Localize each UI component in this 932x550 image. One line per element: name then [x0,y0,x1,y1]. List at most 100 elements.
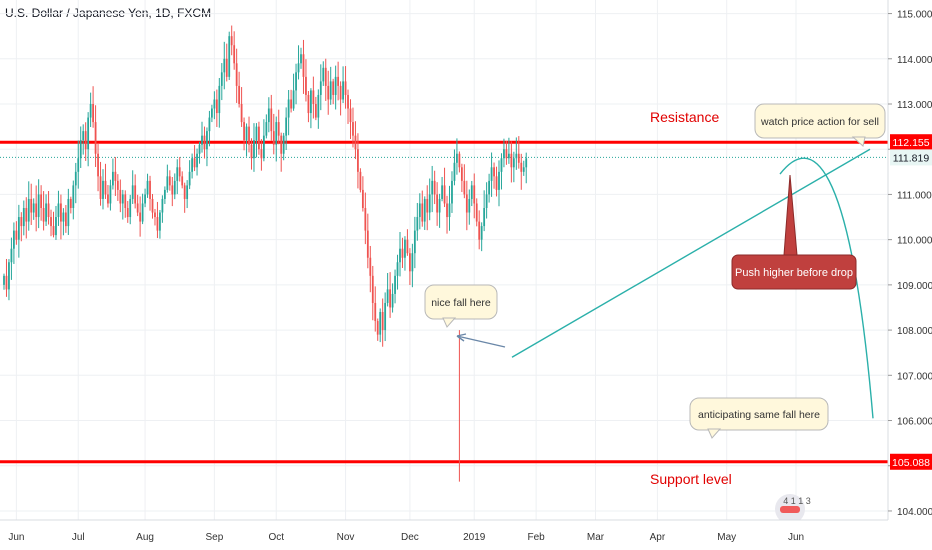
logo-text: 4 1 1 3 [783,496,811,506]
candle-body [357,149,359,172]
candle-body [203,135,206,150]
candle-body [267,108,270,123]
candle-body [161,198,164,213]
x-tick-label: Aug [136,532,154,543]
candle-body [176,167,179,181]
candle-body [512,158,515,168]
candle-body [480,226,483,240]
candle-body [473,185,476,204]
candle-body [411,253,414,272]
candle-body [178,167,181,177]
candle-body [82,131,85,141]
candle-body [438,198,441,213]
candle-body [27,198,30,222]
y-tick-label: 104.000 [897,507,932,518]
candle-body [329,81,332,100]
candle-body [151,198,154,213]
x-tick-label: Jun [788,532,804,543]
watch-bubble-text: watch price action for sell [760,116,879,128]
candle-body [144,194,146,204]
candle-body [79,140,82,159]
candle-body [72,185,75,208]
candle-body [401,248,404,258]
candle-body [119,189,122,204]
candle-body [493,167,495,177]
watch-bubble-tail [851,136,866,147]
candle-body [436,194,439,213]
candle-body [322,67,325,82]
candle-body [465,194,468,213]
candle-body [240,104,243,123]
candle-body [453,162,456,181]
candle-body [394,275,396,294]
candle-body [290,99,292,109]
candle-body [134,185,137,204]
candle-body [126,208,129,218]
candle-body [300,54,302,64]
candle-body [15,230,18,240]
candles [3,25,528,482]
candle-body [97,153,99,177]
candle-body [60,203,62,222]
x-tick-label: Jul [72,532,85,543]
candle-body [520,162,523,172]
rising-trendline [511,148,871,358]
candle-body [230,36,233,46]
candle-body [423,198,426,222]
x-tick-label: Feb [528,532,546,543]
tradingview-logo: 4 1 1 3 [775,494,811,524]
candle-body [409,253,411,272]
candle-body [84,131,87,150]
x-tick-label: Oct [268,532,284,543]
candle-body [181,176,184,186]
candle-body [3,275,5,285]
candle-body [292,90,295,109]
candle-body [270,108,273,132]
support-price-tag: 105.088 [890,453,932,470]
candle-body [490,167,493,181]
y-tick-label: 107.000 [897,371,932,382]
candle-body [406,239,409,254]
candle-body [448,203,451,218]
candle-body [379,312,382,335]
candle-body [277,122,280,136]
nice-fall-bubble-box [424,284,498,320]
y-tick-label: 111.000 [897,190,932,201]
trendlines [511,148,874,419]
candle-body [287,99,290,118]
candle-body [238,85,241,104]
support-price-tag-text: 105.088 [892,457,930,469]
candle-body [206,131,208,150]
candle-body [183,185,186,199]
candle-body [285,117,288,136]
candle-body [327,85,330,100]
candle-body [488,180,490,195]
candle-body [107,194,109,204]
candle-body [129,198,132,218]
candle-body [213,99,216,109]
candle-body [337,76,340,86]
candle-body [339,85,342,100]
chart-title: U.S. Dollar / Japanese Yen, 1D, FXCM [5,6,212,20]
candle-body [208,117,211,132]
anticipate-bubble-tail [707,428,722,439]
candle-body [396,262,399,276]
candle-body [22,208,25,227]
candle-body [404,239,406,258]
candle-body [319,81,322,95]
candle-body [40,194,43,208]
last-price-tag-bg [890,149,932,166]
watch-bubble-box [754,103,886,139]
candle-body [347,94,349,109]
candle-body [364,208,367,231]
candle-body [456,153,458,163]
candle-body [374,302,377,322]
candle-body [255,126,258,141]
candle-body [433,180,436,195]
candle-body [525,158,528,168]
candle-body [498,171,500,190]
candle-body [166,176,169,190]
x-tick-label: Jun [8,532,24,543]
candle-body [32,203,35,213]
